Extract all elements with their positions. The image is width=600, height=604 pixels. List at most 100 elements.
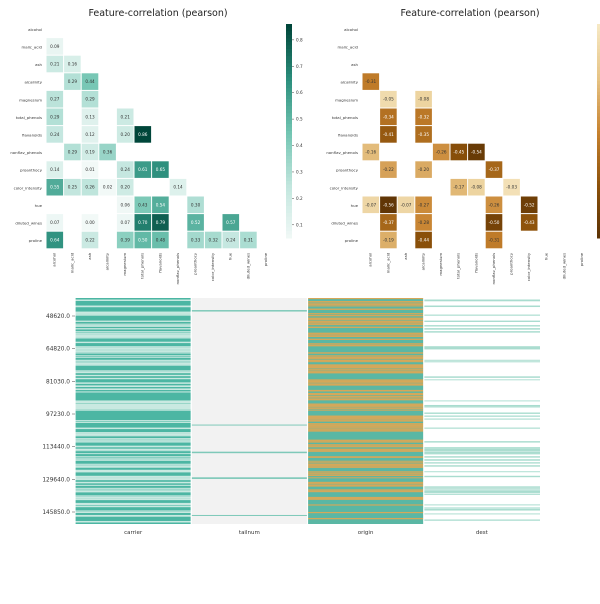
colorbar-segment [597, 63, 600, 68]
colorbar-segment [597, 41, 600, 46]
heatmap-cell [46, 214, 64, 231]
colorbar-segment [286, 66, 292, 71]
matrix-stripe [423, 448, 540, 451]
heatmap-cell [46, 90, 64, 108]
colorbar-segment [286, 56, 292, 61]
matrix-stripe [75, 498, 192, 501]
matrix-stripe [307, 462, 424, 464]
colorbar-segment [597, 127, 600, 132]
col-label-alcohol: alcohol [52, 253, 57, 267]
heatmap-cell [485, 196, 503, 214]
matrix-stripe [75, 334, 192, 336]
matrix-stripe [75, 362, 192, 365]
matrix-stripe [307, 368, 424, 370]
colorbar-segment [597, 141, 600, 146]
heatmap-cell [152, 196, 169, 214]
matrix-stripe [423, 299, 540, 302]
heatmap-cell [415, 231, 432, 249]
colorbar-segment [597, 148, 600, 153]
heatmap-cell [415, 90, 432, 108]
matrix-stripe [307, 389, 424, 392]
cell-value-label: 0.30 [191, 202, 201, 207]
row-label-diluted-wines: diluted_wines [15, 221, 42, 226]
colorbar-segment [286, 88, 292, 93]
colorbar-segment [286, 170, 292, 175]
matrix-stripe [307, 370, 424, 372]
col-label-ash: ash [403, 252, 408, 259]
colorbar-segment [597, 102, 600, 107]
row-label-malic-acid: malic_acid [338, 45, 359, 50]
colorbar-segment [286, 230, 292, 235]
matrix-stripe [307, 334, 424, 336]
colorbar-segment [286, 220, 292, 225]
matrix-stripe [75, 448, 192, 451]
colorbar-segment [286, 213, 292, 218]
cell-value-label: 0.02 [103, 185, 113, 190]
heatmap-cell [397, 196, 415, 214]
colorbar-segment [597, 159, 600, 164]
matrix-stripe [307, 323, 424, 326]
row-label-diluted-wines: diluted_wines [331, 221, 358, 226]
col-label-proanthocy: proanthocy [192, 252, 197, 275]
colorbar-segment [597, 163, 600, 168]
colorbar-segment [286, 177, 292, 182]
heatmap-cell [134, 126, 152, 143]
matrix-stripe [307, 356, 424, 359]
matrix-stripe [307, 465, 424, 467]
colorbar-segment [286, 95, 292, 100]
matrix-stripe [75, 355, 192, 357]
matrix-stripe [307, 392, 424, 395]
colorbar-segment [597, 27, 600, 32]
cell-value-label: -0.16 [365, 150, 376, 155]
colorbar-segment [597, 91, 600, 96]
colorbar-segment [597, 24, 600, 29]
matrix-stripe [307, 417, 424, 419]
matrix-stripe [423, 451, 540, 454]
row-label-ash: ash [35, 62, 42, 67]
matrix-stripe [423, 361, 540, 363]
matrix-stripe [75, 427, 192, 430]
heatmap-cell [81, 126, 99, 143]
heatmap-cell [240, 231, 257, 249]
matrix-stripe [307, 420, 424, 422]
cell-value-label: 0.13 [85, 114, 95, 119]
col-label-hue: hue [544, 252, 549, 260]
cell-value-label: -0.37 [489, 167, 500, 172]
heatmap-cell [64, 55, 81, 73]
colorbar-segment [286, 191, 292, 196]
matrix-stripe [75, 441, 192, 443]
col-label-magnesium: magnesium [122, 253, 127, 276]
matrix-stripe [307, 343, 424, 345]
cell-value-label: -0.35 [418, 132, 429, 137]
heatmap-cell [81, 231, 99, 249]
cell-value-label: -0.32 [418, 114, 429, 119]
matrix-stripe [75, 388, 192, 391]
matrix-stripe [423, 346, 540, 348]
col-label-flavanoids: flavanoids [157, 253, 162, 273]
matrix-stripe [75, 391, 192, 393]
cell-value-label: 0.29 [68, 79, 78, 84]
matrix-stripe [75, 406, 192, 409]
colorbar-segment [286, 38, 292, 43]
row-label-nonflav-phenols: nonflav_phenols [326, 150, 358, 155]
colorbar-segment [597, 106, 600, 111]
colorbar-segment [597, 213, 600, 218]
colorbar-segment [286, 227, 292, 232]
matrix-stripe [423, 331, 540, 333]
cell-value-label: 0.06 [121, 202, 131, 207]
matrix-stripe [75, 407, 192, 410]
matrix-stripe [423, 475, 540, 478]
cell-value-label: 0.09 [50, 44, 60, 49]
matrix-stripe [307, 460, 424, 462]
heatmap-cell [222, 214, 240, 231]
cell-value-label: 0.70 [138, 220, 148, 225]
colorbar-segment [597, 145, 600, 150]
matrix-stripe [307, 332, 424, 334]
matrix-stripe [75, 323, 192, 325]
matrix-stripe [307, 409, 424, 411]
matrix-stripe [75, 456, 192, 458]
matrix-stripe [307, 511, 424, 514]
row-label-flavanoids: flavanoids [22, 133, 42, 138]
matrix-stripe [75, 341, 192, 344]
colorbar-segment [597, 138, 600, 143]
